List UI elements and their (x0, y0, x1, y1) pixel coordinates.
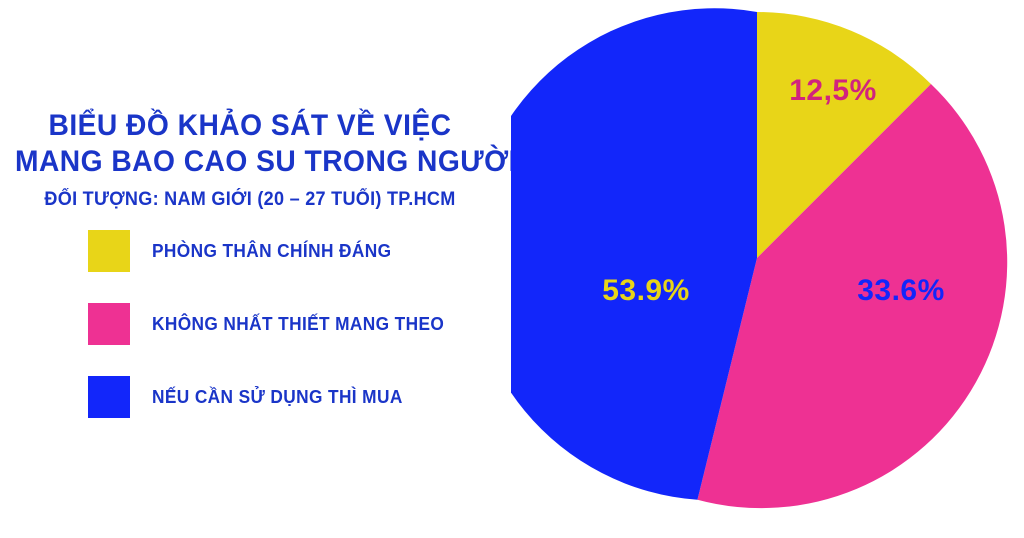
legend-swatch-blue (88, 376, 130, 418)
legend-item-neu-can-su-dung[interactable]: NẾU CẦN SỬ DỤNG THÌ MUA (88, 376, 498, 418)
legend-label-phong-than: PHÒNG THÂN CHÍNH ĐÁNG (152, 240, 392, 261)
chart-title-line-1: BIỂU ĐỒ KHẢO SÁT VỀ VIỆC (48, 109, 452, 142)
pie-slice-neu-can-su-dung[interactable] (511, 8, 757, 500)
left-panel: BIỂU ĐỒ KHẢO SÁT VỀ VIỆC MANG BAO CAO SU… (0, 0, 517, 538)
title-block: BIỂU ĐỒ KHẢO SÁT VỀ VIỆC MANG BAO CAO SU… (0, 108, 517, 213)
legend-item-phong-than[interactable]: PHÒNG THÂN CHÍNH ĐÁNG (88, 230, 498, 272)
pie-slice-khong-nhat-thiet[interactable] (697, 84, 1008, 509)
pie-label-phong-than: 12,5% (789, 74, 877, 107)
pie-chart-svg: 12,5% 33.6% 53.9% (511, 8, 1008, 509)
legend-label-neu-can-su-dung: NẾU CẦN SỬ DỤNG THÌ MUA (152, 386, 403, 407)
pie-chart-panel: 12,5% 33.6% 53.9% (511, 0, 1024, 538)
pie-label-neu-can-su-dung: 53.9% (602, 274, 690, 307)
pie-label-khong-nhat-thiet: 33.6% (857, 274, 945, 307)
chart-subtitle: ĐỐI TƯỢNG: NAM GIỚI (20 – 27 TUỔI) TP.HC… (44, 189, 456, 210)
chart-legend: PHÒNG THÂN CHÍNH ĐÁNG KHÔNG NHẤT THIẾT M… (88, 230, 498, 418)
pie-slice-phong-than[interactable] (757, 12, 931, 258)
legend-swatch-yellow (88, 230, 130, 272)
legend-label-khong-nhat-thiet: KHÔNG NHẤT THIẾT MANG THEO (152, 313, 445, 334)
legend-swatch-pink (88, 303, 130, 345)
legend-item-khong-nhat-thiet[interactable]: KHÔNG NHẤT THIẾT MANG THEO (88, 303, 498, 345)
chart-title-line-2: MANG BAO CAO SU TRONG NGƯỜI (15, 145, 517, 178)
